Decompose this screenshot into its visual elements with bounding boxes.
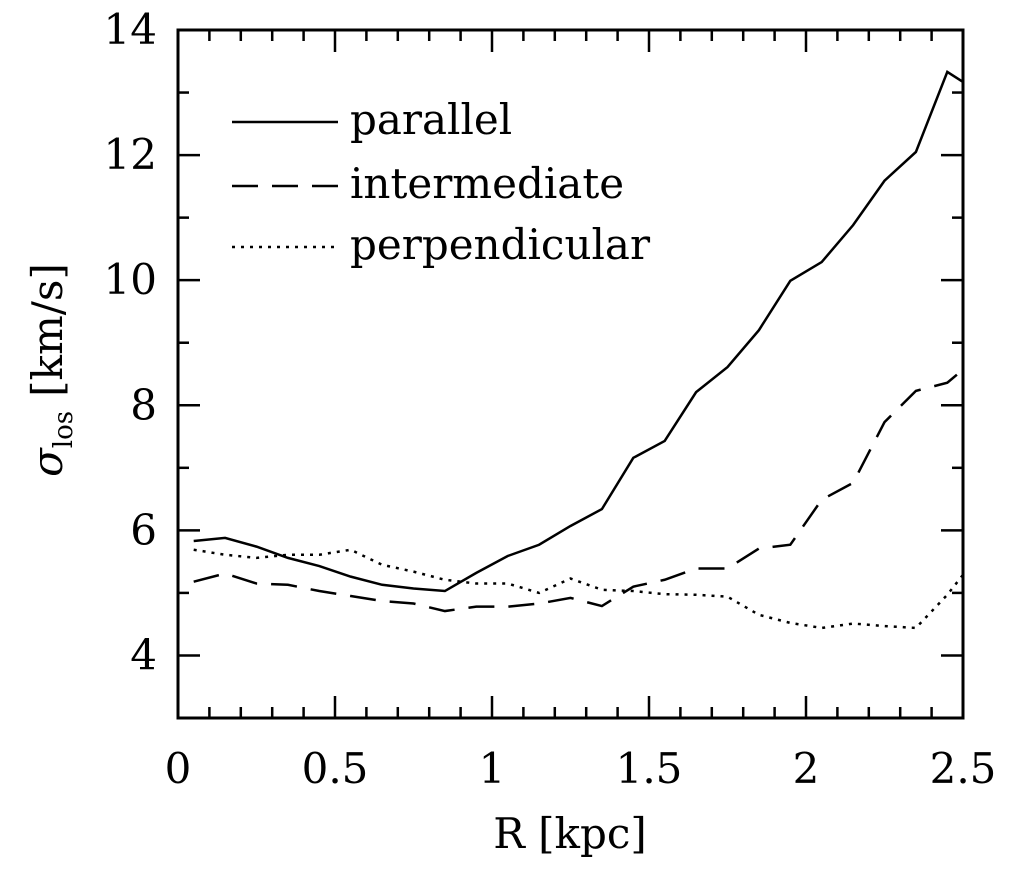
x-tick-label: 0: [165, 744, 192, 793]
legend: parallel intermediate perpendicular: [232, 95, 651, 269]
y-tick-label: 6: [130, 505, 157, 554]
series-parallel: [193, 70, 964, 593]
y-axis-symbol: σ: [23, 447, 72, 477]
x-tick-label: 2: [793, 744, 820, 793]
y-axis-subscript: los: [49, 411, 79, 448]
plot-frame: [176, 28, 965, 720]
y-axis-unit: [km/s]: [23, 263, 72, 397]
y-tick-label: 14: [104, 5, 157, 54]
y-tick-label: 4: [130, 630, 157, 679]
y-tick-labels: 4 6 8 10 12 14: [104, 5, 157, 679]
y-axis-label: σlos [km/s]: [23, 263, 79, 477]
series-lines: [193, 70, 964, 630]
legend-label-parallel: parallel: [350, 95, 512, 144]
x-tick-labels: 0 0.5 1 1.5 2 2.5: [165, 744, 997, 793]
y-tick-label: 8: [130, 380, 157, 429]
legend-label-intermediate: intermediate: [350, 159, 624, 208]
y-tick-label: 12: [104, 130, 157, 179]
x-tick-label: 1.5: [616, 744, 683, 793]
series-perpendicular: [193, 548, 964, 630]
x-axis-label: R [kpc]: [493, 809, 647, 858]
series-intermediate: [193, 368, 964, 613]
x-tick-label: 0.5: [302, 744, 369, 793]
x-tick-label: 2.5: [930, 744, 997, 793]
y-tick-label: 10: [104, 255, 157, 304]
axis-ticks: [176, 28, 965, 720]
legend-label-perpendicular: perpendicular: [350, 220, 651, 269]
x-tick-label: 1: [479, 744, 506, 793]
